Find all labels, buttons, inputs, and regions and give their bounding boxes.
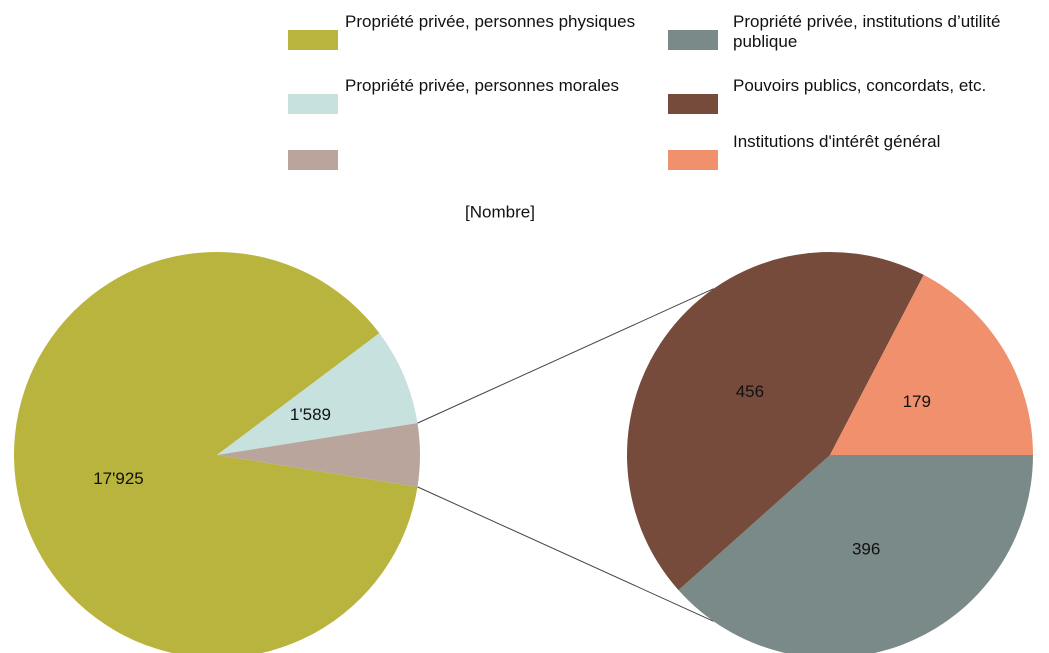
pie-slice bbox=[217, 423, 420, 487]
legend-swatch bbox=[288, 150, 338, 170]
legend-label: Propriété privée, institutions d’utilité… bbox=[733, 12, 1001, 51]
legend-label: Institutions d'intérêt général bbox=[733, 132, 941, 151]
legend-swatch bbox=[668, 30, 718, 50]
pie-slice bbox=[626, 251, 924, 591]
connector-line bbox=[417, 288, 714, 424]
legend-label: Propriété privée, personnes physiques bbox=[345, 12, 636, 31]
data-label: 1'589 bbox=[290, 405, 331, 424]
pie-slice bbox=[678, 455, 1033, 653]
data-label: 179 bbox=[903, 392, 931, 411]
legend-swatch bbox=[668, 150, 718, 170]
legend-label: Propriété privée, personnes morales bbox=[345, 76, 620, 95]
legend-swatch bbox=[288, 94, 338, 114]
connector-line bbox=[417, 486, 714, 622]
legend-swatch bbox=[668, 94, 718, 114]
data-label: 396 bbox=[852, 539, 880, 558]
chart-title: [Nombre] bbox=[465, 202, 535, 221]
pie-slice bbox=[217, 333, 418, 455]
data-label: 456 bbox=[736, 382, 764, 401]
pie-slice bbox=[830, 274, 1033, 455]
pie-slice bbox=[14, 252, 418, 653]
data-label: 17'925 bbox=[93, 469, 144, 488]
legend-swatch bbox=[288, 30, 338, 50]
legend-label: Pouvoirs publics, concordats, etc. bbox=[733, 76, 987, 95]
